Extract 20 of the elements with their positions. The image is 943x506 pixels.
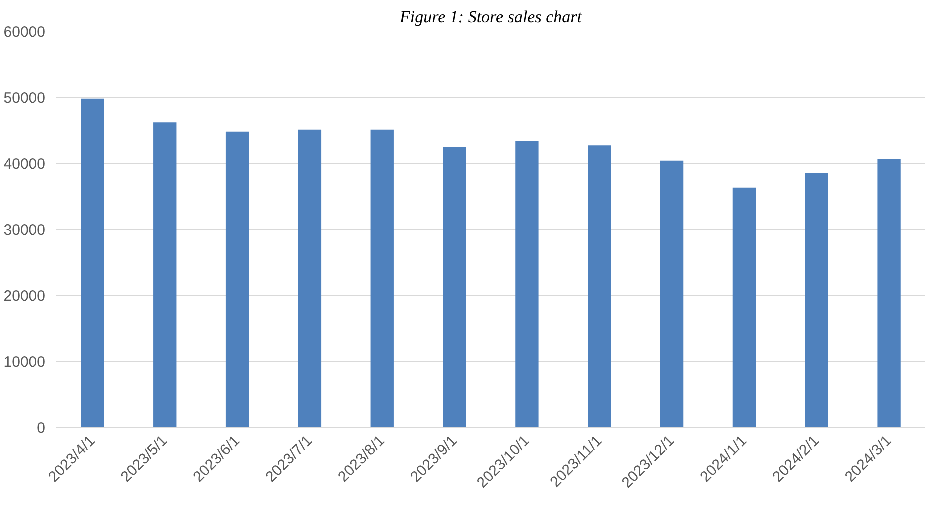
bar bbox=[226, 132, 250, 428]
y-tick-label: 0 bbox=[37, 420, 46, 437]
bar bbox=[81, 98, 104, 428]
chart-title: Figure 1: Store sales chart bbox=[399, 8, 584, 26]
y-tick-label: 40000 bbox=[4, 156, 46, 173]
bar bbox=[443, 147, 466, 428]
bar bbox=[588, 146, 612, 428]
bar bbox=[154, 122, 177, 428]
bar bbox=[732, 188, 756, 428]
y-tick-label: 20000 bbox=[4, 288, 46, 305]
bar bbox=[660, 160, 684, 428]
bar bbox=[878, 160, 901, 428]
y-tick-label: 60000 bbox=[4, 24, 46, 41]
y-tick-label: 50000 bbox=[4, 90, 46, 107]
bar bbox=[298, 130, 322, 428]
bar bbox=[370, 130, 394, 428]
y-tick-label: 30000 bbox=[4, 222, 46, 239]
y-tick-label: 10000 bbox=[4, 354, 46, 371]
bar bbox=[805, 173, 828, 428]
bar bbox=[516, 141, 539, 428]
